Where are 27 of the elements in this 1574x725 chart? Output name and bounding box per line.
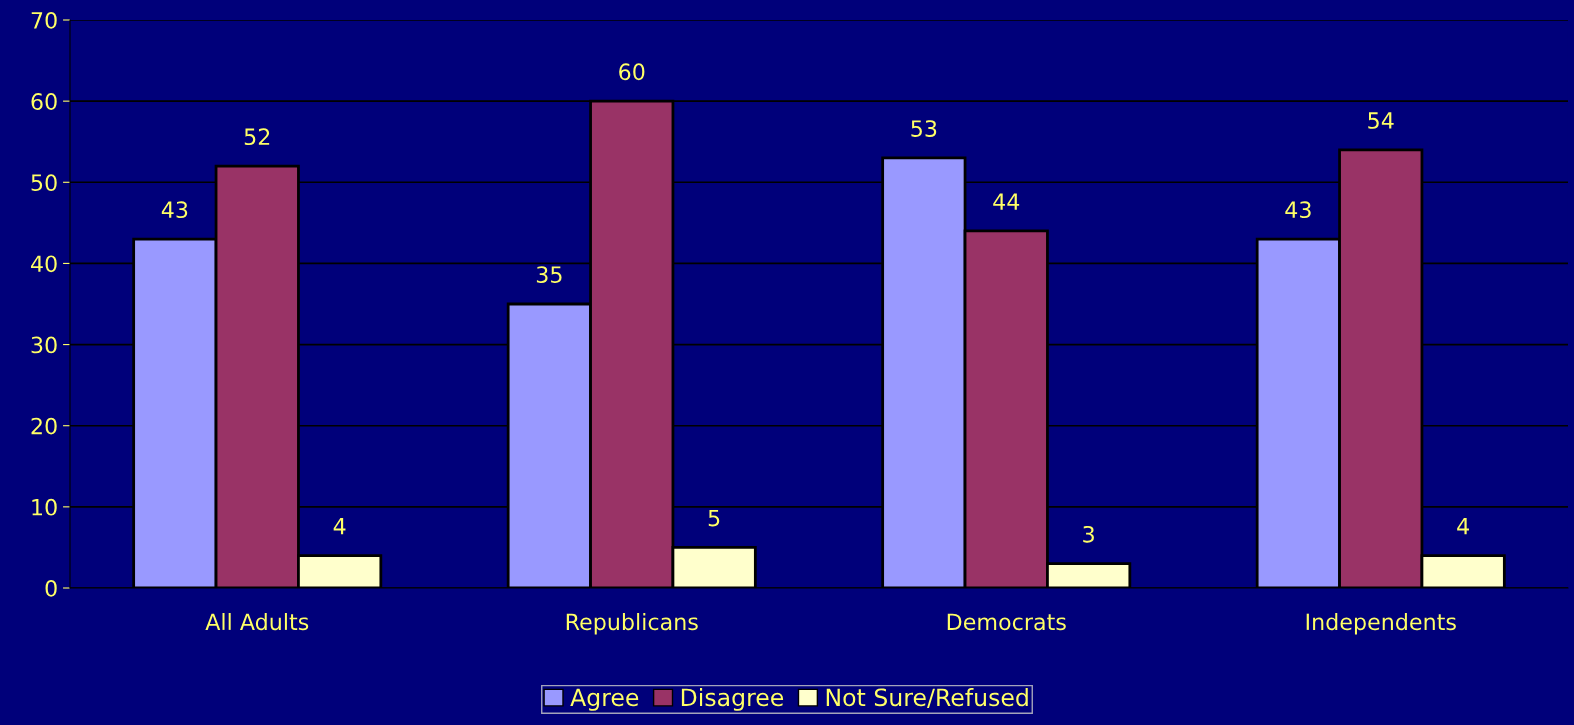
legend-label: Not Sure/Refused (826, 687, 1028, 709)
data-label: 54 (1368, 112, 1394, 129)
data-label: 3 (1083, 525, 1094, 543)
x-tick-label: Democrats (947, 613, 1066, 631)
legend-label: Agree (570, 688, 639, 711)
y-tick-label: 30 (31, 336, 57, 354)
data-label: 43 (161, 201, 188, 219)
y-tick-label: 0 (45, 579, 57, 597)
x-tick-label: All Adults (205, 613, 309, 631)
data-label: 4 (1457, 518, 1469, 535)
y-tick-label: 20 (31, 417, 57, 435)
y-tick-label: 40 (31, 255, 57, 273)
data-label: 5 (708, 509, 720, 527)
x-tick-label: Independents (1306, 613, 1456, 635)
y-tick-label: 50 (31, 174, 57, 192)
x-tick-label: Republicans (566, 613, 698, 635)
y-tick-label: 60 (31, 93, 57, 110)
data-label: 44 (993, 193, 1020, 210)
legend-label: Disagree (681, 687, 784, 711)
data-label: 52 (244, 128, 270, 146)
data-label: 4 (333, 518, 346, 535)
y-tick-label: 10 (32, 498, 57, 516)
data-label: 43 (1285, 201, 1311, 219)
y-tick-label: 70 (31, 11, 57, 29)
data-label: 35 (536, 266, 562, 284)
data-label: 53 (911, 120, 937, 137)
data-label: 60 (619, 63, 645, 81)
